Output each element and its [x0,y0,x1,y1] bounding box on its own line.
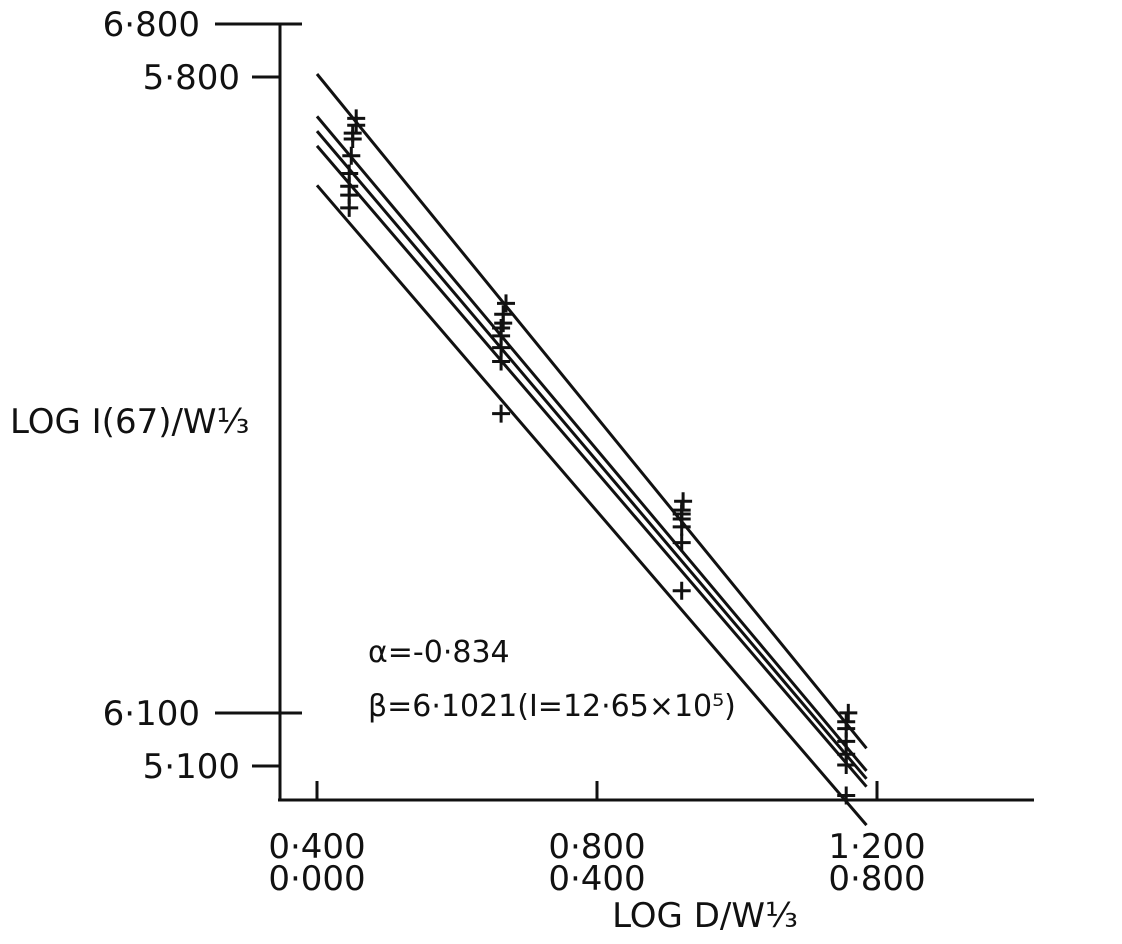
x-tick-label-2-1: 0·800 [828,859,925,899]
y-tick-label-1: 5·100 [143,747,240,787]
data-point-22 [672,533,691,552]
tick-labels: 5·8005·1006·8006·1000·4000·0000·8000·400… [103,5,926,899]
axes [278,24,1034,802]
data-point-23 [672,581,691,600]
fit-line-3 [315,144,868,788]
x-tick-label-2-0: 1·200 [828,827,925,867]
data-point-30 [837,786,856,805]
y-axis-label: LOG I(67)/W⅓ [10,402,250,442]
fit-line-2 [315,130,868,780]
data-point-29 [837,756,856,775]
x-tick-label-0-1: 0·000 [268,859,365,899]
x-tick-label-0-0: 0·400 [268,827,365,867]
ticks [215,22,879,800]
data-point-24 [839,703,858,722]
data-point-8 [340,198,359,217]
data-point-1 [347,116,366,135]
fit-lines [315,73,868,827]
fit-line-0 [315,73,868,750]
data-point-16 [492,404,511,423]
x-axis-label: LOG D/W⅓ [612,896,798,936]
y-tick-label-0: 5·800 [143,58,240,98]
data-point-4 [342,146,361,165]
y-tick-label-3: 6·100 [103,694,200,734]
data-point-15 [492,352,511,371]
fit-line-1 [315,115,868,772]
data-point-3 [343,130,362,149]
y-tick-label-2: 6·800 [103,5,200,45]
data-point-9 [497,294,515,313]
data-point-21 [672,517,691,536]
annotation-alpha: α=-0·834 [368,635,510,670]
annotation-beta: β=6·1021(I=12·65×10⁵) [368,689,736,724]
x-tick-label-1-1: 0·400 [548,859,645,899]
data-points [340,109,858,805]
fit-line-4 [315,184,868,827]
x-tick-label-1-0: 0·800 [548,827,645,867]
